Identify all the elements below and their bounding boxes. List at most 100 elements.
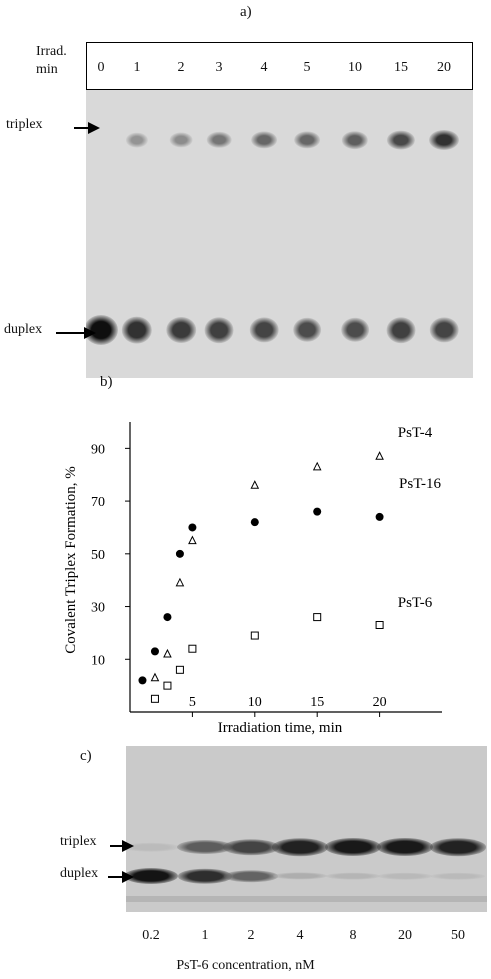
triplex-band — [429, 130, 459, 150]
data-point-square — [163, 681, 172, 690]
data-point-triangle — [188, 535, 197, 545]
lane-number: 3 — [215, 60, 223, 75]
gel-background-band — [126, 896, 487, 902]
data-point-circle — [188, 523, 197, 532]
duplex-band — [249, 317, 279, 343]
y-tick-label: 90 — [91, 442, 105, 457]
duplex-band — [178, 868, 232, 884]
data-point-square — [188, 644, 197, 653]
data-point-circle — [150, 647, 159, 656]
data-point-triangle — [250, 480, 260, 489]
triplex-band — [386, 130, 416, 150]
triplex-band — [169, 132, 193, 148]
duplex-band — [431, 872, 485, 880]
lane-number: 5 — [303, 60, 311, 75]
duplex-arrow-c — [108, 871, 134, 883]
data-point-circle — [163, 613, 172, 622]
triplex-label-c: triplex — [60, 834, 97, 849]
data-point-circle — [375, 512, 384, 521]
irradiation-label-line2: min — [36, 62, 58, 77]
data-point-square — [250, 631, 259, 640]
y-tick-label: 50 — [91, 548, 105, 563]
triplex-band — [126, 842, 179, 852]
triplex-band — [341, 131, 369, 149]
data-point-square — [313, 613, 322, 622]
duplex-label-c: duplex — [60, 866, 99, 881]
x-tick-label: 15 — [310, 695, 324, 710]
duplex-band — [293, 317, 321, 343]
duplex-band — [204, 317, 234, 343]
x-tick-label: 20 — [373, 695, 387, 710]
scatter-chart: 10 30 50 70 90 5 10 15 20 Irradiation time, min Co… — [63, 422, 442, 736]
y-axis-title: Covalent Triplex Formation, % — [63, 466, 79, 654]
data-point-square — [150, 694, 159, 703]
concentration-label: 20 — [398, 928, 412, 943]
duplex-band — [121, 316, 153, 344]
gel-image-a — [86, 90, 473, 378]
duplex-band — [378, 872, 432, 880]
triplex-label-a: triplex — [6, 117, 43, 132]
data-point-triangle — [375, 451, 384, 460]
data-point-circle — [175, 549, 184, 558]
data-point-circle — [250, 518, 259, 527]
x-axis-title: Irradiation time, min — [218, 720, 343, 736]
duplex-arrow-a — [56, 327, 96, 339]
concentration-label: 2 — [247, 928, 255, 943]
triplex-band — [223, 839, 279, 855]
y-tick-label: 70 — [91, 495, 105, 510]
panel-b-label: b) — [100, 374, 113, 390]
concentration-label: 4 — [296, 928, 304, 943]
data-point-square — [375, 621, 384, 629]
triplex-band — [206, 131, 232, 149]
triplex-arrow-c — [110, 840, 134, 852]
lane-number: 10 — [348, 60, 362, 75]
triplex-band — [377, 838, 433, 856]
concentration-label: 8 — [349, 928, 357, 943]
lane-number: 2 — [177, 60, 185, 75]
lane-number: 1 — [133, 60, 141, 75]
y-tick-label: 30 — [91, 601, 105, 616]
triplex-arrow-a — [74, 122, 100, 134]
triplex-band — [251, 131, 277, 149]
lane-number: 0 — [97, 60, 105, 75]
triplex-band — [272, 838, 328, 856]
y-tick-label: 10 — [91, 653, 105, 668]
panel-c-xlabel: PsT-6 concentration, nM — [176, 958, 315, 973]
data-point-triangle — [175, 577, 185, 587]
triplex-band — [125, 132, 149, 148]
duplex-band — [341, 317, 369, 343]
duplex-band — [386, 317, 416, 343]
data-point-triangle — [163, 648, 172, 658]
lane-number: 15 — [394, 60, 408, 75]
data-point-triangle — [150, 672, 160, 682]
lane-number: 20 — [437, 60, 451, 75]
lane-number: 4 — [260, 60, 268, 75]
data-point-circle — [313, 507, 322, 516]
duplex-band — [273, 872, 327, 880]
irradiation-label-line1: Irrad. — [36, 44, 67, 59]
lane-header-box — [86, 42, 473, 90]
series-label: PsT-16 — [399, 476, 441, 492]
duplex-band — [126, 868, 178, 884]
panel-a-label: a) — [240, 4, 252, 20]
duplex-label-a: duplex — [4, 322, 43, 337]
triplex-band — [294, 131, 320, 149]
data-point-triangle — [312, 461, 322, 471]
x-tick-label: 10 — [248, 695, 262, 710]
irradiation-label: Irrad. min — [36, 44, 67, 78]
triplex-band — [430, 838, 486, 856]
duplex-band — [224, 870, 278, 882]
duplex-band — [166, 317, 196, 343]
concentration-label: 0.2 — [142, 928, 160, 943]
triplex-band — [177, 840, 233, 854]
x-tick-label: 5 — [189, 695, 196, 710]
concentration-label: 50 — [451, 928, 465, 943]
gel-image-c — [126, 746, 487, 912]
series-label: PsT-6 — [398, 595, 433, 611]
series-label: PsT-4 — [398, 425, 433, 441]
data-point-square — [175, 665, 184, 674]
duplex-band — [429, 317, 459, 343]
panel-c-label: c) — [80, 748, 92, 764]
data-point-circle — [138, 676, 147, 685]
triplex-band — [325, 838, 381, 856]
